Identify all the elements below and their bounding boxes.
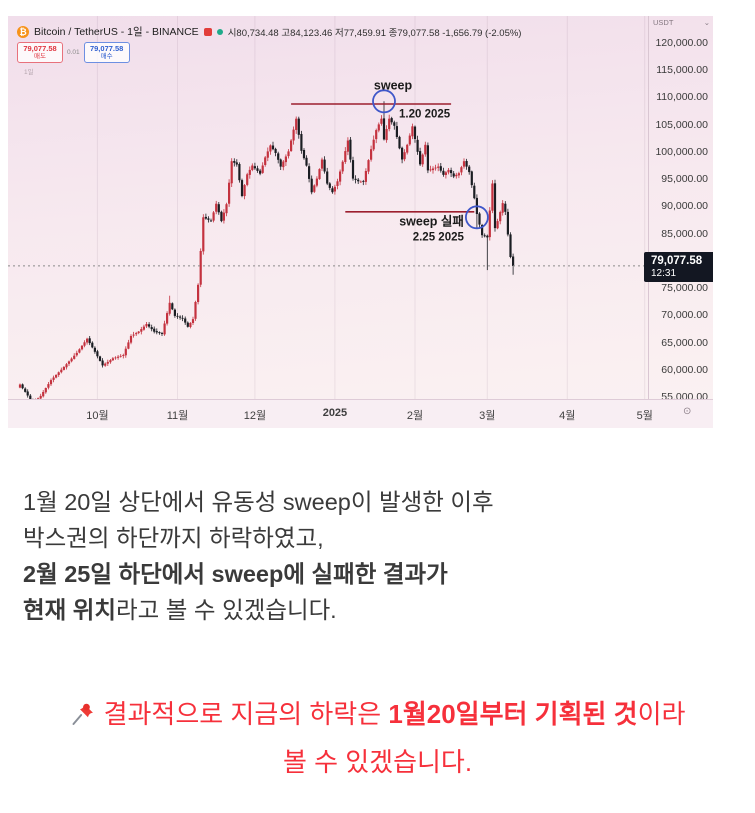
candlestick-plot-area[interactable]: sweep 1.20 2025 sweep 실패 2.25 2025 [8, 16, 648, 399]
bitcoin-icon: ₿ [17, 25, 29, 38]
commentary-line: 1월 20일 상단에서 유동성 sweep이 발생한 이후 [23, 489, 494, 515]
x-axis-label: 5월 [636, 410, 653, 422]
sell-label: 매도 [34, 52, 46, 60]
tradingview-chart[interactable]: ₿ Bitcoin / TetherUS - 1일 - BINANCE 시80,… [8, 16, 713, 428]
x-axis-label: 11월 [166, 410, 189, 422]
highlight-line: 결과적으로 지금의 하락은 1월20일부터 기획된 것이라 [0, 690, 755, 738]
commentary-line: 박스권의 하단까지 하락하였고, [23, 525, 324, 551]
y-axis-label: 60,000.00 [661, 363, 708, 376]
commentary-line: 2월 25일 하단에서 sweep에 실패한 결과가 [23, 561, 448, 587]
buy-price: 79,077.58 [89, 44, 124, 53]
ohlc-values: 시80,734.48 고84,123.46 저77,459.91 종79,077… [227, 27, 522, 39]
y-axis-label: 115,000.00 [656, 64, 708, 77]
interval-hint: 1일 [24, 69, 34, 76]
sell-price: 79,077.58 [23, 44, 57, 53]
y-axis-label: 95,000.00 [661, 173, 708, 186]
svg-text:sweep: sweep [374, 78, 413, 92]
y-axis-label: 65,000.00 [661, 336, 708, 349]
price-axis[interactable]: USDT ⌄ 79,077.58 12:31 120,000.00 115,000… [644, 16, 713, 403]
price-axis-unit: USDT ⌄ [653, 18, 710, 27]
candles-svg: sweep 1.20 2025 sweep 실패 2.25 2025 [8, 16, 648, 399]
buy-sell-widget: 79,077.58 매도 0.01 79,077.58 매수 [17, 42, 130, 63]
y-axis-label: 120,000.00 [655, 37, 708, 49]
time-axis[interactable]: ⊙ 10월 11월 12월 2025 2월 3월 4월 5월 [8, 399, 713, 428]
x-axis-label: 4월 [559, 410, 576, 422]
spread-value: 0.01 [67, 49, 80, 56]
pushpin-icon [72, 703, 93, 725]
red-square-icon[interactable] [203, 27, 212, 36]
commentary-text: 1월 20일 상단에서 유동성 sweep이 발생한 이후 박스권의 하단까지 … [23, 484, 494, 628]
x-axis-label: 2025 [322, 407, 348, 419]
highlight-text: 결과적으로 지금의 하락은 1월20일부터 기획된 것이라 볼 수 있겠습니다. [0, 690, 755, 786]
y-axis-label: 110,000.00 [656, 91, 708, 104]
scale-settings-icon[interactable]: ⊙ [683, 406, 692, 417]
connection-status-icon [216, 28, 223, 35]
y-axis-label: 85,000.00 [661, 227, 708, 240]
x-axis-label: 12월 [243, 410, 267, 422]
y-axis-label: 90,000.00 [661, 200, 708, 213]
chevron-down-icon: ⌄ [703, 18, 710, 27]
highlight-line: 볼 수 있겠습니다. [282, 747, 473, 777]
buy-button[interactable]: 79,077.58 매수 [83, 42, 130, 63]
x-axis-label: 2월 [406, 410, 424, 422]
svg-text:1.20 2025: 1.20 2025 [399, 108, 451, 120]
current-price-tag: 79,077.58 12:31 [644, 252, 713, 282]
y-axis-label: 105,000.00 [655, 118, 708, 131]
commentary-line: 현재 위치라고 볼 수 있겠습니다. [23, 597, 337, 623]
sell-button[interactable]: 79,077.58 매도 [17, 42, 63, 63]
svg-text:sweep 실패: sweep 실패 [399, 213, 464, 228]
buy-label: 매수 [100, 52, 113, 60]
symbol-title: Bitcoin / TetherUS - 1일 - BINANCE [34, 26, 199, 38]
x-axis-label: 3월 [479, 410, 496, 422]
y-axis-label: 70,000.00 [661, 309, 708, 322]
y-axis-label: 75,000.00 [661, 282, 708, 295]
x-axis-label: 10월 [86, 410, 109, 422]
chart-legend[interactable]: ₿ Bitcoin / TetherUS - 1일 - BINANCE 시80,… [17, 24, 521, 39]
svg-text:2.25 2025: 2.25 2025 [413, 231, 465, 243]
y-axis-label: 100,000.00 [655, 145, 708, 158]
